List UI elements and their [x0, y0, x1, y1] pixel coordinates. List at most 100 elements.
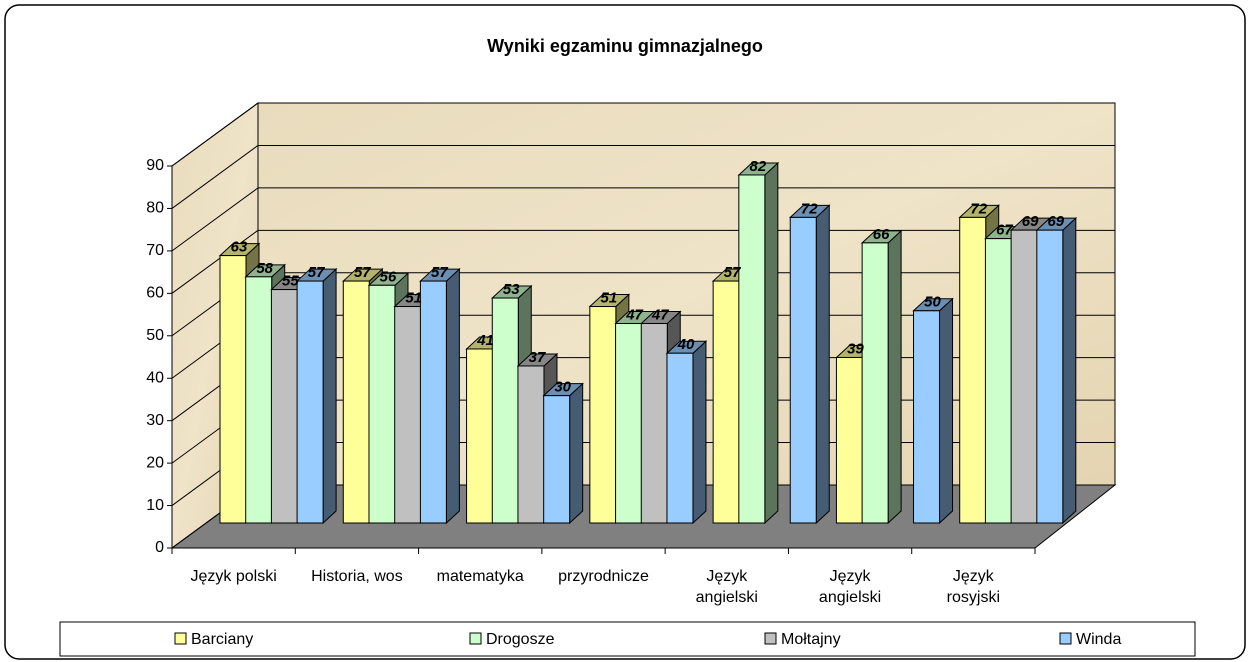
value-label: 50: [924, 294, 941, 311]
legend: [59, 621, 1196, 657]
bar-front: [959, 216, 987, 524]
bar-side: [764, 161, 779, 525]
value-label: 69: [1022, 213, 1039, 230]
value-label: 72: [970, 200, 987, 217]
y-tick-label: 40: [146, 369, 164, 386]
bar: [912, 297, 954, 525]
legend-swatch: [174, 632, 187, 645]
value-label: 72: [801, 200, 818, 217]
bar-front: [589, 306, 617, 524]
value-label: 63: [231, 239, 248, 256]
value-label: 58: [256, 260, 273, 277]
value-label: 57: [724, 264, 741, 281]
legend-label: Barciany: [191, 631, 253, 648]
legend-swatch: [469, 632, 482, 645]
value-label: 56: [380, 268, 397, 285]
bar-front: [219, 255, 247, 524]
bar: [665, 340, 708, 525]
bar-side: [887, 229, 902, 525]
value-label: 57: [354, 264, 371, 281]
bar: [542, 382, 584, 525]
bar-front: [640, 323, 668, 524]
x-tick-label: Historia, wos: [311, 568, 403, 585]
x-tick-label: Język angielski: [818, 568, 882, 606]
value-label: 40: [677, 336, 695, 353]
bar-front: [368, 284, 396, 524]
value-label: 57: [431, 264, 448, 281]
y-tick-label: 50: [146, 327, 164, 344]
legend-swatch: [764, 632, 777, 645]
bar-front: [394, 306, 422, 524]
bar-side: [445, 267, 460, 525]
bar-front: [543, 395, 571, 524]
bar-side: [569, 382, 584, 525]
x-tick-label: przyrodnicze: [558, 568, 649, 585]
y-tick-label: 70: [146, 242, 164, 259]
bar: [860, 229, 903, 525]
y-tick-label: 30: [146, 412, 164, 429]
bar-front: [419, 280, 447, 524]
bar-front: [270, 289, 298, 524]
legend-label: Mołtajny: [781, 631, 841, 648]
bar-front: [296, 280, 324, 524]
bar: [1035, 216, 1078, 525]
value-label: 82: [749, 158, 766, 175]
bar-front: [712, 280, 740, 524]
y-tick-label: 0: [155, 539, 164, 556]
bar-side: [692, 340, 707, 525]
bar: [788, 204, 831, 525]
value-label: 57: [308, 264, 325, 281]
y-tick-label: 20: [146, 454, 164, 471]
bar-side: [939, 297, 954, 525]
value-label: 66: [873, 226, 890, 243]
bar-front: [517, 365, 545, 524]
bar: [295, 267, 338, 525]
value-label: 53: [503, 281, 520, 298]
bar-front: [861, 242, 889, 524]
grid-line: [171, 187, 259, 252]
y-tick-label: 90: [146, 157, 164, 174]
value-label: 41: [476, 332, 494, 349]
legend-label: Winda: [1076, 631, 1121, 648]
bar-front: [913, 310, 941, 524]
bar-front: [1036, 229, 1064, 524]
value-label: 69: [1047, 213, 1064, 230]
x-tick-label: Język polski: [190, 568, 277, 585]
bar-front: [984, 238, 1012, 524]
bar-side: [815, 204, 830, 525]
bar-front: [466, 348, 494, 524]
x-tick-label: Język rosyjski: [946, 568, 1001, 606]
bar-side: [322, 267, 337, 525]
bar-front: [1010, 229, 1038, 524]
value-label: 67: [996, 222, 1013, 239]
value-label: 30: [554, 379, 571, 396]
value-label: 51: [405, 290, 422, 307]
value-label: 39: [847, 340, 864, 357]
bar-front: [491, 297, 519, 524]
x-tick-label: Język angielski: [695, 568, 758, 606]
bar: [419, 267, 461, 525]
value-label: 37: [529, 349, 546, 366]
bar: [737, 161, 780, 525]
grid-line: [171, 145, 259, 209]
chart-title: Wyniki egzaminu gimnazjalnego: [487, 36, 763, 56]
grid-line: [171, 229, 259, 294]
bar-front: [666, 352, 694, 524]
value-label: 51: [601, 290, 618, 307]
bar-front: [835, 356, 863, 524]
legend-label: Drogosze: [486, 631, 555, 648]
bar-front: [738, 174, 766, 524]
y-tick-label: 80: [146, 200, 164, 217]
bar-front: [342, 280, 370, 524]
bar-front: [789, 216, 817, 524]
bar-front: [615, 323, 643, 524]
value-label: 47: [651, 306, 669, 323]
legend-swatch: [1059, 632, 1072, 645]
bar-front: [245, 276, 273, 524]
bar-side: [1062, 216, 1077, 525]
value-label: 47: [625, 306, 643, 323]
y-tick-label: 10: [146, 497, 164, 514]
grid-line: [171, 102, 259, 167]
value-label: 55: [282, 273, 299, 290]
